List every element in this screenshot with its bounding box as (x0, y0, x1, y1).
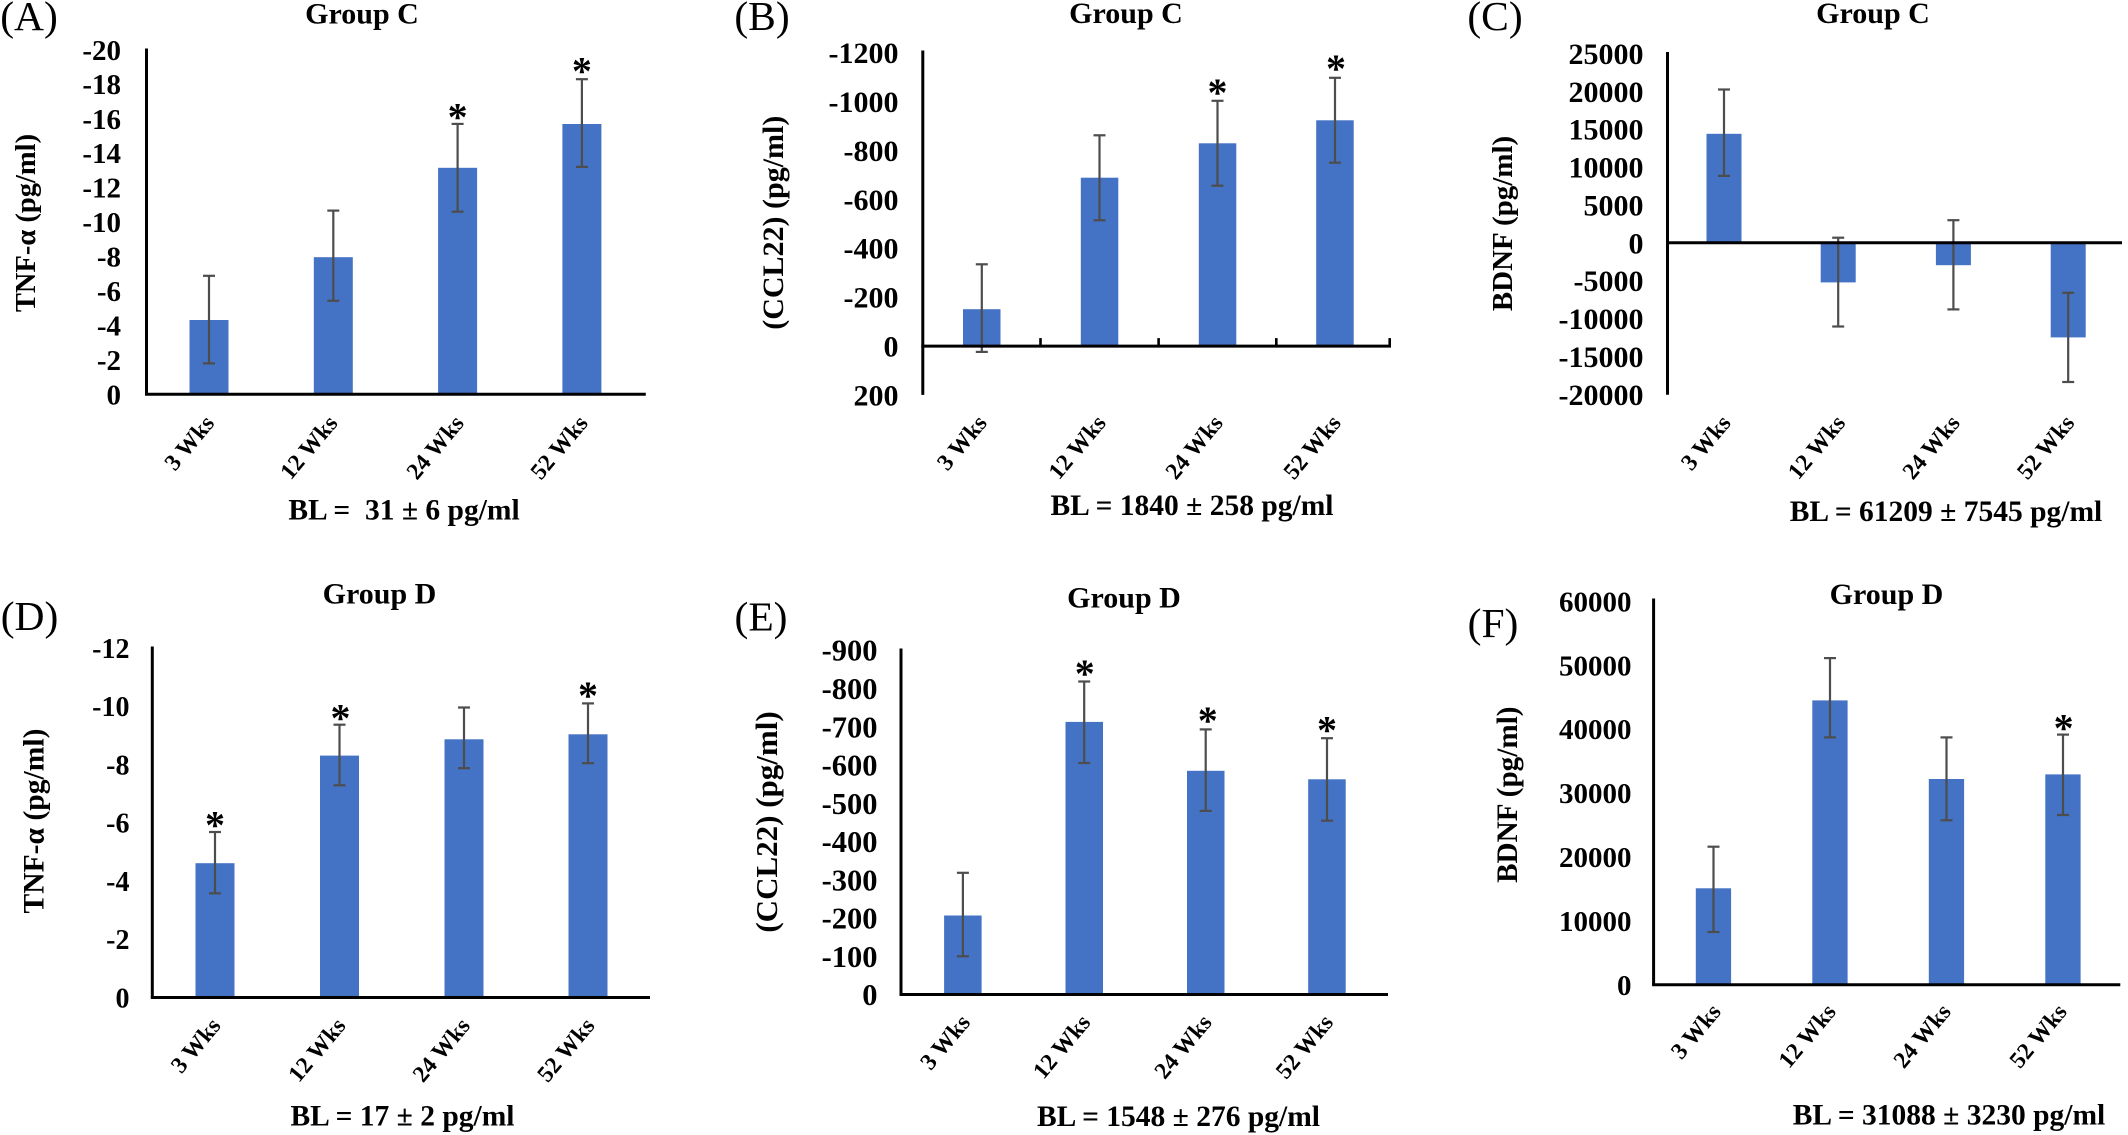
svg-text:25000: 25000 (1569, 38, 1644, 71)
svg-text:-18: -18 (82, 69, 121, 101)
svg-text:(A): (A) (0, 0, 58, 40)
svg-text:Group D: Group D (323, 577, 437, 610)
svg-text:(B): (B) (734, 0, 789, 40)
svg-text:-800: -800 (844, 135, 899, 168)
svg-text:40000: 40000 (1559, 714, 1632, 746)
svg-text:-10: -10 (82, 207, 121, 239)
svg-text:*: * (205, 803, 225, 848)
svg-text:BDNF (pg/ml): BDNF (pg/ml) (1492, 706, 1524, 882)
svg-text:(E): (E) (735, 594, 788, 641)
svg-text:*: * (2054, 706, 2074, 751)
svg-text:-6: -6 (106, 809, 129, 840)
svg-text:-4: -4 (97, 310, 121, 342)
svg-text:-8: -8 (97, 242, 121, 274)
svg-text:-2: -2 (97, 345, 121, 377)
svg-text:Group C: Group C (1816, 0, 1930, 30)
svg-text:BL = 1840 ± 258 pg/ml: BL = 1840 ± 258 pg/ml (1051, 490, 1334, 522)
svg-text:-1000: -1000 (829, 86, 899, 119)
svg-text:-6: -6 (97, 276, 121, 308)
svg-text:BL = 17 ± 2 pg/ml: BL = 17 ± 2 pg/ml (291, 1101, 515, 1133)
svg-text:BDNF (pg/ml): BDNF (pg/ml) (1487, 136, 1519, 311)
svg-text:*: * (1208, 70, 1228, 115)
svg-text:(D): (D) (1, 593, 59, 640)
svg-text:*: * (1075, 651, 1095, 696)
svg-text:Group D: Group D (1067, 582, 1181, 615)
svg-text:-200: -200 (844, 282, 899, 315)
svg-text:-700: -700 (822, 710, 878, 744)
svg-text:-800: -800 (822, 672, 878, 706)
svg-text:*: * (331, 696, 351, 741)
svg-text:BL = 61209 ± 7545 pg/ml: BL = 61209 ± 7545 pg/ml (1790, 496, 2102, 528)
svg-text:-14: -14 (82, 138, 121, 170)
svg-text:60000: 60000 (1559, 586, 1632, 618)
svg-text:(C): (C) (1467, 0, 1522, 40)
svg-text:BL = 31088 ± 3230 pg/ml: BL = 31088 ± 3230 pg/ml (1793, 1100, 2105, 1132)
svg-text:-900: -900 (822, 634, 878, 668)
svg-text:-2: -2 (106, 925, 129, 956)
svg-text:20000: 20000 (1569, 76, 1644, 109)
svg-text:-20000: -20000 (1559, 379, 1644, 412)
svg-text:-300: -300 (822, 863, 878, 897)
svg-text:0: 0 (884, 331, 899, 364)
svg-text:0: 0 (107, 379, 122, 411)
svg-text:-10: -10 (92, 692, 129, 723)
svg-text:-10000: -10000 (1559, 303, 1644, 336)
svg-text:15000: 15000 (1569, 114, 1644, 147)
svg-text:0: 0 (1617, 970, 1632, 1002)
svg-text:Group D: Group D (1830, 578, 1944, 611)
svg-text:*: * (572, 49, 592, 94)
svg-text:-600: -600 (822, 749, 878, 783)
svg-text:200: 200 (854, 379, 899, 412)
svg-text:10000: 10000 (1559, 906, 1632, 938)
svg-text:-5000: -5000 (1574, 265, 1644, 298)
svg-text:BL = 31 ± 6 pg/ml: BL = 31 ± 6 pg/ml (288, 495, 519, 527)
svg-text:-20: -20 (82, 35, 121, 67)
svg-text:0: 0 (116, 983, 130, 1014)
svg-text:-16: -16 (82, 104, 121, 136)
svg-text:-100: -100 (822, 940, 878, 974)
svg-text:*: * (578, 673, 598, 718)
svg-text:Group C: Group C (1069, 0, 1183, 30)
svg-text:TNF-α (pg/ml): TNF-α (pg/ml) (11, 134, 42, 312)
svg-text:-400: -400 (844, 233, 899, 266)
svg-text:-500: -500 (822, 787, 878, 821)
svg-text:0: 0 (1629, 227, 1644, 260)
svg-text:-200: -200 (822, 902, 878, 936)
svg-text:(F): (F) (1468, 600, 1519, 647)
svg-text:0: 0 (862, 978, 877, 1012)
svg-text:-1200: -1200 (829, 37, 899, 70)
svg-text:-12: -12 (92, 634, 129, 665)
svg-text:10000: 10000 (1569, 152, 1644, 185)
svg-text:BL = 1548 ± 276 pg/ml: BL = 1548 ± 276 pg/ml (1037, 1101, 1320, 1133)
svg-text:-15000: -15000 (1559, 341, 1644, 374)
svg-text:50000: 50000 (1559, 650, 1632, 682)
svg-text:-12: -12 (82, 173, 121, 205)
svg-text:*: * (448, 95, 468, 140)
svg-text:20000: 20000 (1559, 842, 1632, 874)
svg-text:TNF-α (pg/ml): TNF-α (pg/ml) (18, 728, 50, 913)
svg-text:*: * (1317, 707, 1337, 752)
svg-text:-600: -600 (844, 184, 899, 217)
svg-text:5000: 5000 (1584, 190, 1644, 223)
svg-text:-8: -8 (106, 750, 129, 781)
svg-text:Group C: Group C (305, 0, 419, 31)
svg-text:(CCL22) (pg/ml): (CCL22) (pg/ml) (749, 711, 784, 932)
svg-text:-4: -4 (106, 867, 129, 898)
svg-text:(CCL22) (pg/ml): (CCL22) (pg/ml) (757, 116, 790, 330)
svg-text:*: * (1326, 46, 1346, 91)
svg-text:-400: -400 (822, 825, 878, 859)
svg-text:*: * (1198, 698, 1218, 743)
svg-text:30000: 30000 (1559, 778, 1632, 810)
